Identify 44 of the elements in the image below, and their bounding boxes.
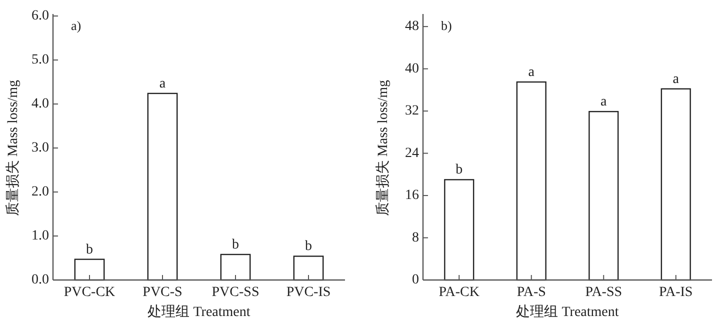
chart-title: b) [441, 18, 452, 33]
x-tick-label: PVC-SS [212, 285, 260, 300]
y-axis-title: 质量损失 Mass loss/mg [375, 80, 391, 216]
x-tick-label: PA-SS [585, 285, 622, 300]
y-tick-label: 0.0 [32, 272, 49, 288]
bar [293, 256, 324, 281]
y-tick-label: 40 [405, 61, 419, 76]
bar [660, 88, 691, 281]
x-tick-label: PA-CK [438, 285, 480, 300]
bar [74, 258, 105, 281]
bar [588, 110, 619, 281]
bar [444, 179, 474, 281]
x-tick-label: PVC-CK [64, 285, 116, 300]
y-tick-label: 0 [412, 272, 419, 288]
x-tick-label: PA-IS [659, 285, 693, 300]
y-axis-title: 质量损失 Mass loss/mg [5, 80, 21, 216]
y-tick-label: 3.0 [32, 140, 49, 156]
annotation: b [232, 237, 239, 252]
y-tick-label: 8 [412, 230, 419, 246]
y-tick-label: 6.0 [32, 8, 49, 24]
y-tick-label: 5.0 [32, 52, 49, 68]
bar [220, 254, 251, 281]
y-tick-label: 4.0 [32, 96, 49, 112]
annotation: b [86, 242, 93, 258]
x-tick-label: PVC-S [142, 285, 182, 300]
bar [147, 92, 178, 281]
annotation: a [672, 72, 680, 87]
y-tick-label: 16 [405, 188, 419, 204]
chart-title: a) [71, 18, 82, 33]
annotation: a [600, 94, 608, 110]
x-axis-title: 处理组 Treatment [148, 304, 250, 320]
x-tick-label: PVC-IS [286, 285, 331, 300]
y-tick-label: 48 [405, 19, 419, 34]
y-tick-label: 1.0 [32, 228, 49, 244]
y-tick-label: 2.0 [32, 184, 49, 200]
annotation: a [159, 76, 166, 92]
bar [516, 81, 546, 281]
x-axis-title: 处理组 Treatment [516, 304, 619, 320]
annotation: a [528, 65, 536, 80]
annotation: b [305, 239, 312, 254]
y-tick-label: 24 [405, 146, 419, 161]
x-tick-label: PA-S [516, 285, 546, 300]
y-tick-label: 32 [405, 104, 419, 119]
annotation: b [456, 162, 463, 178]
